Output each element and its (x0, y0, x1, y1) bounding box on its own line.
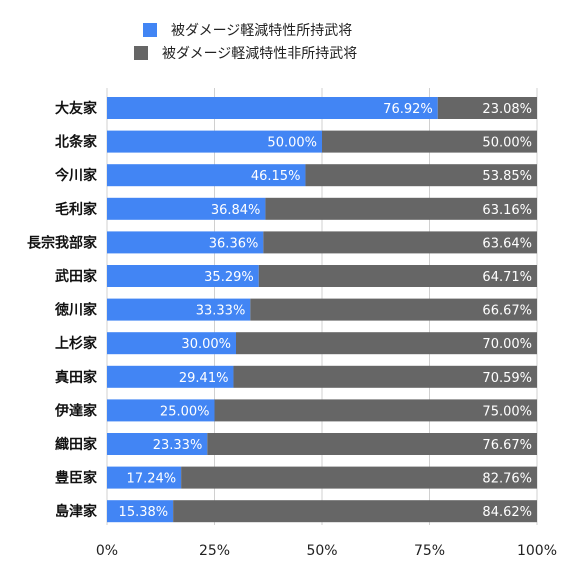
legend-label-series-0: 被ダメージ軽減特性所持武将 (171, 22, 352, 39)
category-label: 上杉家 (55, 335, 98, 352)
data-label-series-0: 50.00% (267, 136, 317, 151)
bar-segment-series-1 (322, 130, 537, 153)
data-label-series-1: 63.16% (482, 203, 532, 218)
bar-segment-series-1 (207, 433, 537, 455)
x-axis-ticks: 0% 25% 50% 75% 100% (96, 543, 557, 559)
data-label-series-1: 64.71% (482, 270, 532, 285)
bar-segment-series-1 (305, 164, 537, 187)
category-label: 大友家 (55, 100, 98, 117)
data-label-series-0: 36.36% (209, 236, 259, 251)
data-label-series-0: 29.41% (179, 371, 229, 386)
data-labels: 76.92% 23.08% 50.00% 50.00% 46.15% 53.85% 36.8… (119, 102, 532, 520)
bar-segment-series-1 (173, 500, 537, 523)
category-label: 今川家 (54, 167, 98, 184)
bar-segment-series-1 (258, 265, 537, 287)
x-tick-label: 100% (517, 543, 557, 559)
bar-segment-series-1 (236, 332, 537, 355)
legend-label-series-1: 被ダメージ軽減特性非所持武将 (162, 45, 357, 62)
bar-segment-series-1 (263, 231, 537, 254)
bar-segment-series-0 (107, 197, 266, 220)
bar-segment-series-0 (107, 500, 174, 523)
category-label: 長宗我部家 (27, 234, 98, 251)
bar-segment-series-0 (107, 164, 306, 187)
bar-segment-series-0 (107, 265, 259, 287)
data-label-series-1: 70.59% (482, 371, 532, 386)
bar-segment-series-0 (107, 298, 251, 321)
data-label-series-0: 36.84% (211, 203, 261, 218)
category-label: 武田家 (55, 268, 98, 285)
bar-segment-series-0 (107, 399, 215, 422)
bar-segment-series-0 (107, 130, 322, 153)
data-label-series-0: 76.92% (383, 102, 433, 117)
category-label: 島津家 (55, 503, 98, 520)
category-label: 毛利家 (55, 201, 98, 218)
data-label-series-0: 30.00% (181, 337, 231, 352)
legend-swatch-series-1 (134, 46, 148, 60)
data-label-series-1: 50.00% (482, 136, 532, 151)
data-label-series-1: 66.67% (482, 304, 532, 319)
category-label: 北条家 (55, 134, 98, 151)
data-label-series-0: 35.29% (204, 270, 254, 285)
bar-segment-series-1 (437, 97, 537, 119)
x-tick-label: 75% (414, 543, 445, 559)
data-label-series-0: 23.33% (153, 438, 203, 453)
data-label-series-0: 15.38% (119, 505, 169, 520)
data-label-series-1: 75.00% (482, 404, 532, 419)
data-label-series-0: 17.24% (127, 472, 177, 487)
bar-segment-series-1 (250, 298, 537, 321)
x-tick-label: 0% (96, 543, 118, 559)
legend: 被ダメージ軽減特性所持武将 被ダメージ軽減特性非所持武将 (134, 22, 357, 62)
bars (107, 97, 537, 523)
data-label-series-1: 76.67% (482, 438, 532, 453)
x-tick-label: 50% (306, 543, 337, 559)
data-label-series-1: 82.76% (482, 472, 532, 487)
bar-segment-series-1 (181, 466, 537, 489)
category-label: 徳川家 (54, 302, 98, 319)
bar-segment-series-0 (107, 97, 438, 119)
bar-segment-series-0 (107, 332, 236, 355)
category-label: 豊臣家 (55, 470, 98, 487)
bar-segment-series-1 (214, 399, 537, 422)
category-labels: 大友家北条家今川家毛利家長宗我部家武田家徳川家上杉家真田家伊達家織田家豊臣家島津… (27, 100, 98, 520)
data-label-series-0: 46.15% (251, 169, 301, 184)
data-label-series-1: 70.00% (482, 337, 532, 352)
bar-segment-series-0 (107, 433, 208, 455)
data-label-series-1: 84.62% (482, 505, 532, 520)
bar-segment-series-1 (265, 197, 537, 220)
data-label-series-1: 23.08% (482, 102, 532, 117)
legend-swatch-series-0 (143, 23, 157, 37)
bar-segment-series-0 (107, 466, 182, 489)
bar-segment-series-0 (107, 365, 234, 388)
data-label-series-1: 63.64% (482, 236, 532, 251)
category-label: 伊達家 (54, 402, 98, 419)
data-label-series-0: 33.33% (196, 304, 246, 319)
bar-segment-series-0 (107, 231, 264, 254)
data-label-series-0: 25.00% (160, 404, 210, 419)
category-label: 織田家 (55, 436, 98, 453)
category-label: 真田家 (55, 369, 98, 386)
x-tick-label: 25% (199, 543, 230, 559)
data-label-series-1: 53.85% (482, 169, 532, 184)
bar-segment-series-1 (233, 365, 537, 388)
